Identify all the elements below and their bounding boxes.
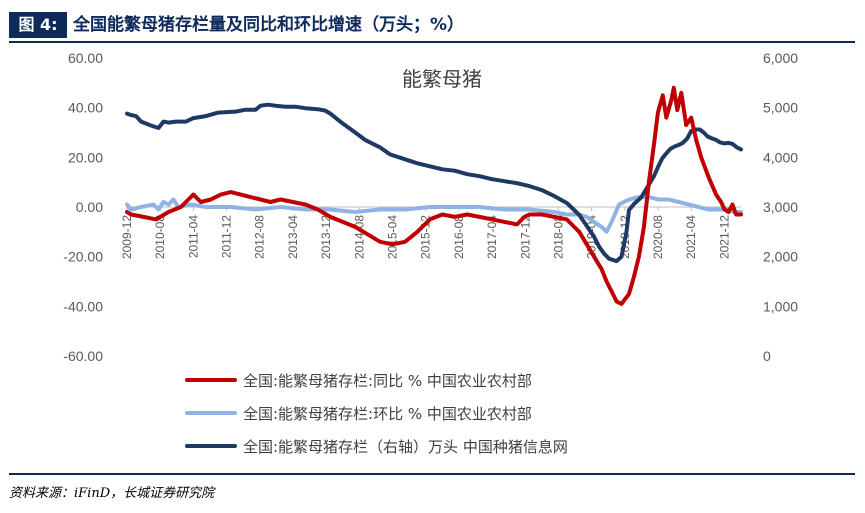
series — [125, 85, 743, 306]
source-note: 资料来源：iFinD，长城证券研究院 — [9, 486, 215, 501]
y-left-tick-label: -20.00 — [63, 249, 103, 265]
y-right-tick-label: 5,000 — [763, 100, 798, 116]
x-tick-label: 2014-08 — [352, 215, 366, 259]
x-tick-label: 2021-04 — [684, 215, 698, 259]
x-tick-label: 2013-12 — [319, 215, 333, 259]
y-left-tick-label: 0.00 — [76, 199, 103, 215]
series-line-mom — [125, 195, 743, 234]
x-tick-label: 2016-08 — [452, 215, 466, 259]
y-left-tick-label: 60.00 — [68, 50, 103, 66]
x-tick-label: 2015-04 — [386, 215, 400, 259]
y-left-tick-label: 20.00 — [68, 149, 103, 165]
y-right-tick-label: 1,000 — [763, 298, 798, 314]
y-left-tick-label: 40.00 — [68, 100, 103, 116]
series-line-yoy — [125, 85, 743, 306]
header-rule — [9, 41, 855, 43]
y-left-tick-label: -40.00 — [63, 298, 103, 314]
y-left-tick-label: -60.00 — [63, 348, 103, 364]
x-tick-label: 2017-04 — [485, 215, 499, 259]
y-right-tick-label: 6,000 — [763, 50, 798, 66]
legend-label: 全国:能繁母猪存栏（右轴）万头 中国种猪信息网 — [243, 438, 568, 456]
x-tick-label: 2017-12 — [518, 215, 532, 259]
y-right-tick-label: 4,000 — [763, 149, 798, 165]
x-tick-label: 2009-12 — [120, 215, 134, 259]
legend-label: 全国:能繁母猪存栏:环比 % 中国农业农村部 — [243, 405, 532, 423]
y-right-tick-label: 0 — [763, 348, 771, 364]
series-line-stock — [125, 102, 743, 264]
footer-rule — [9, 473, 855, 475]
x-axis: 2009-12 2010-08 2011-04 2011-12 2012-08 2013-… — [120, 207, 731, 259]
y-axis-right: 6,000 5,000 4,000 3,000 2,000 1,000 0 — [763, 50, 798, 364]
x-tick-label: 2011-04 — [186, 215, 200, 258]
x-tick-label: 2020-08 — [651, 215, 665, 259]
figure-label: 图 4: — [9, 12, 67, 38]
figure-header: 图 4: 全国能繁母猪存栏量及同比和环比增速（万头；%） — [0, 10, 865, 40]
x-tick-label: 2010-08 — [153, 215, 167, 259]
x-tick-label: 2021-12 — [717, 215, 731, 259]
figure-title: 全国能繁母猪存栏量及同比和环比增速（万头；%） — [73, 15, 465, 35]
y-right-tick-label: 2,000 — [763, 249, 798, 265]
legend-label: 全国:能繁母猪存栏:同比 % 中国农业农村部 — [243, 372, 532, 390]
x-tick-label: 2011-12 — [220, 215, 234, 258]
chart-title: 能繁母猪 — [402, 67, 482, 91]
x-tick-label: 2013-04 — [286, 215, 300, 259]
x-tick-label: 2018-08 — [551, 215, 565, 259]
x-tick-label: 2012-08 — [253, 215, 267, 259]
y-right-tick-label: 3,000 — [763, 199, 798, 215]
y-axis-left: 60.00 40.00 20.00 0.00 -20.00 -40.00 -60.00 — [63, 50, 103, 364]
